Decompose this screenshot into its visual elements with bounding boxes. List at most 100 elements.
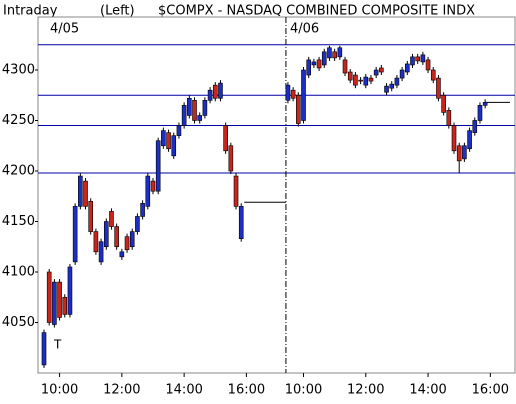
candle-body [124,236,130,251]
candle-body [467,130,472,150]
candle-body [342,59,348,74]
axis-label: (Left) [100,4,135,19]
chart-title: $COMPX - NASDAQ COMBINED COMPOSITE INDX [158,4,475,19]
candle-body [332,51,337,59]
candle-body [197,115,202,121]
candle-body [290,89,296,99]
candle-body [140,203,145,217]
candle-body [441,94,446,113]
candle-body [436,77,441,99]
x-tick-label: 12:00 [103,383,140,398]
candle-body [114,226,119,248]
x-tick-label: 10:00 [285,383,322,398]
candle-body [166,132,171,150]
candle-body [415,56,420,62]
candle-body [410,56,415,66]
candle-body [482,102,488,106]
y-tick-label: 4300 [2,63,35,78]
candle-body [379,67,384,73]
candle-body [394,77,400,86]
candle-body [52,281,57,325]
candle-body [384,85,389,93]
x-tick-label: 14:00 [165,383,202,398]
candle-body [46,271,52,323]
candle-body [233,175,239,207]
candle-body [306,59,311,76]
candle-body [321,51,327,66]
y-tick-label: 4150 [2,214,35,229]
candle-body [462,145,467,160]
candle-body [119,251,125,258]
candle-body [150,180,156,192]
candle-body [83,180,88,207]
x-tick-label: 16:00 [472,383,509,398]
candle-body [368,77,374,82]
candle-body [228,145,234,172]
candle-body [88,201,94,232]
candle-body [187,97,192,116]
candle-body [161,130,166,147]
candle-body [327,47,332,59]
candle-body [207,89,213,101]
candle-body [72,206,78,263]
candle-body [446,110,452,126]
plot-frame [37,16,516,374]
x-tick-label: 10:00 [41,383,78,398]
candle-body [301,69,306,121]
y-tick-label: 4100 [2,265,35,280]
y-tick-label: 4250 [2,113,35,128]
candle-body [202,100,208,116]
candle-body [93,231,99,253]
candle-body [311,61,317,66]
candle-body [337,47,343,58]
date-label: 4/05 [50,22,79,37]
candle-body [109,211,114,227]
date-label: 4/06 [290,22,319,37]
candle-body [358,79,363,82]
candle-body [129,231,135,248]
y-tick-label: 4200 [2,164,35,179]
candle-body [218,82,223,99]
candle-body [212,84,218,99]
candle-body [363,76,369,86]
x-tick-label: 14:00 [409,383,446,398]
candle-body [223,125,228,152]
candle-body [420,54,426,63]
candle-body [155,140,161,192]
candle-body [238,206,244,239]
candle-body [192,100,197,121]
candle-body [456,145,462,162]
candle-body [373,69,379,76]
candle-body [98,241,104,263]
candle-body [78,175,83,207]
candle-body [430,69,436,81]
candle-body [451,125,457,152]
candle-body [171,135,177,157]
chart-label: Intraday [3,4,58,19]
candle-body [316,59,322,69]
x-tick-label: 12:00 [347,383,384,398]
candle-body [41,332,47,366]
candle-body [472,120,478,133]
candle-body [285,84,291,101]
marker: T [53,338,62,352]
candle-body [404,63,410,73]
candle-body [477,105,483,121]
candle-body [103,221,109,248]
candle-body [62,296,68,315]
candle-body [135,216,140,232]
candle-body [399,69,405,79]
candle-body [145,175,151,207]
candle-body [425,59,431,71]
y-tick-label: 4050 [2,315,35,330]
candle-body [347,71,353,81]
candle-body [353,74,358,86]
candle-body [176,125,182,136]
x-tick-label: 16:00 [228,383,265,398]
candle-body [296,94,301,124]
candle-body [389,83,395,89]
candle-body [57,281,62,318]
candle-body [181,105,187,126]
candle-body [67,266,73,315]
